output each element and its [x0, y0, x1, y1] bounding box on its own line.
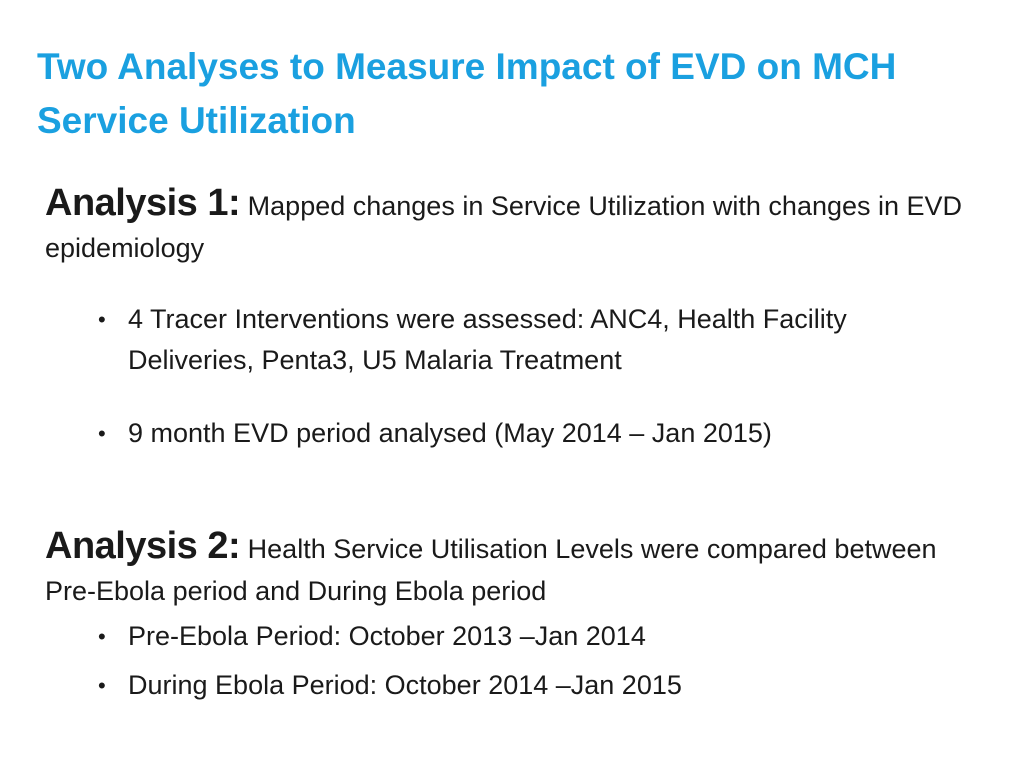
analysis-2-description: Health Service Utilisation Levels were c…	[45, 534, 937, 606]
analysis-2-section: Analysis 2: Health Service Utilisation L…	[45, 525, 965, 706]
bullet-icon: •	[98, 307, 106, 332]
analysis-2-heading: Analysis 2: Health Service Utilisation L…	[45, 525, 965, 612]
analysis-1-heading: Analysis 1: Mapped changes in Service Ut…	[45, 182, 965, 269]
analysis-2-label: Analysis 2:	[45, 525, 241, 567]
bullet-icon: •	[98, 624, 106, 649]
list-item: • Pre-Ebola Period: October 2013 –Jan 20…	[45, 616, 965, 657]
bullet-text: During Ebola Period: October 2014 –Jan 2…	[128, 670, 682, 700]
list-item: • 9 month EVD period analysed (May 2014 …	[45, 413, 965, 454]
bullet-text: Pre-Ebola Period: October 2013 –Jan 2014	[128, 621, 646, 651]
analysis-1-section: Analysis 1: Mapped changes in Service Ut…	[45, 182, 965, 454]
analysis-1-bullet-list: • 4 Tracer Interventions were assessed: …	[45, 299, 965, 454]
list-item: • During Ebola Period: October 2014 –Jan…	[45, 665, 965, 706]
bullet-text: 4 Tracer Interventions were assessed: AN…	[128, 304, 847, 375]
slide-title: Two Analyses to Measure Impact of EVD on…	[37, 46, 897, 141]
analysis-2-bullet-list: • Pre-Ebola Period: October 2013 –Jan 20…	[45, 616, 965, 706]
bullet-icon: •	[98, 673, 106, 698]
analysis-1-description: Mapped changes in Service Utilization wi…	[45, 191, 963, 263]
list-item: • 4 Tracer Interventions were assessed: …	[45, 299, 965, 381]
bullet-text: 9 month EVD period analysed (May 2014 – …	[128, 418, 772, 448]
bullet-icon: •	[98, 421, 106, 446]
analysis-1-label: Analysis 1:	[45, 182, 241, 224]
